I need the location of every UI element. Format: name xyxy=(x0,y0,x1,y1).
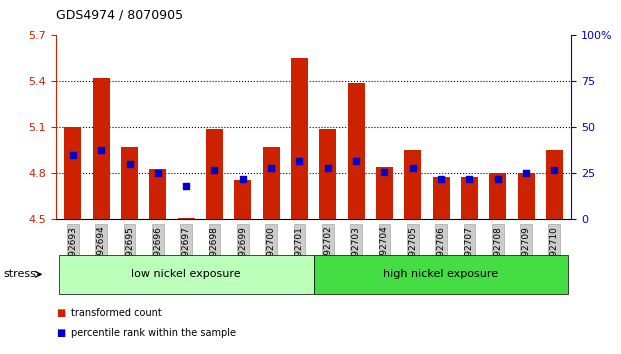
Point xyxy=(96,147,106,152)
Bar xyxy=(234,179,252,219)
Bar xyxy=(404,150,421,219)
Point xyxy=(436,176,446,182)
Point xyxy=(465,176,474,182)
Point xyxy=(521,171,531,176)
Bar xyxy=(263,147,279,219)
Point xyxy=(379,169,389,175)
Bar xyxy=(461,177,478,219)
Point xyxy=(492,176,502,182)
Point xyxy=(238,176,248,182)
Bar xyxy=(206,129,223,219)
Point xyxy=(323,165,333,171)
Bar xyxy=(319,129,336,219)
Bar xyxy=(291,58,308,219)
Text: high nickel exposure: high nickel exposure xyxy=(384,269,499,279)
Text: transformed count: transformed count xyxy=(71,308,162,318)
Text: GDS4974 / 8070905: GDS4974 / 8070905 xyxy=(56,9,183,22)
Point xyxy=(181,183,191,189)
Text: stress: stress xyxy=(3,269,36,279)
Text: ■: ■ xyxy=(56,308,65,318)
Text: low nickel exposure: low nickel exposure xyxy=(132,269,241,279)
Point xyxy=(550,167,560,173)
Text: ■: ■ xyxy=(56,328,65,338)
Bar xyxy=(178,218,194,219)
Point xyxy=(153,171,163,176)
Bar xyxy=(517,173,535,219)
Point xyxy=(68,152,78,158)
Point xyxy=(266,165,276,171)
Bar xyxy=(93,78,110,219)
Text: percentile rank within the sample: percentile rank within the sample xyxy=(71,328,237,338)
Bar xyxy=(348,83,365,219)
Bar xyxy=(65,127,81,219)
Bar xyxy=(149,169,166,219)
Bar xyxy=(433,177,450,219)
Bar xyxy=(489,173,506,219)
Point xyxy=(351,158,361,164)
Point xyxy=(294,158,304,164)
Bar xyxy=(376,167,393,219)
Point xyxy=(125,161,135,167)
Bar xyxy=(121,147,138,219)
Point xyxy=(408,165,418,171)
Bar xyxy=(546,150,563,219)
Point xyxy=(209,167,219,173)
